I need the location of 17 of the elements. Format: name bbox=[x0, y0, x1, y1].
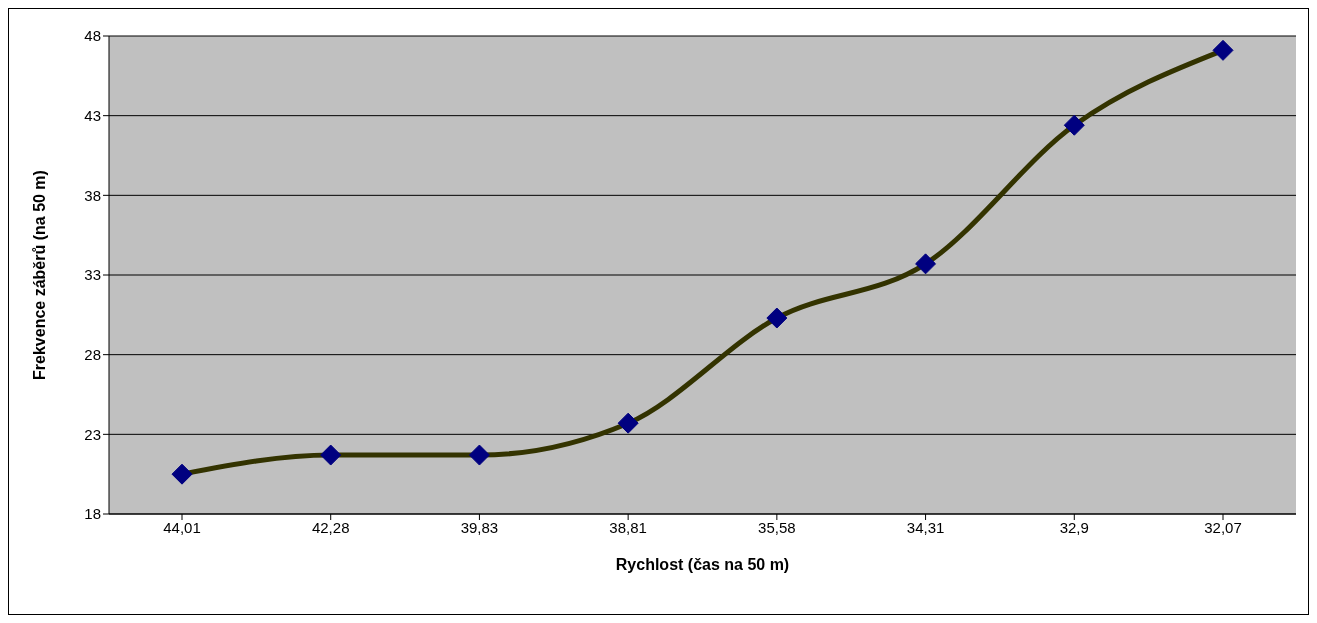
y-axis-title: Frekvence záběrů (na 50 m) bbox=[30, 170, 48, 380]
y-tick-label: 43 bbox=[84, 106, 101, 124]
y-tick-label: 48 bbox=[84, 27, 101, 45]
x-tick-label: 34,31 bbox=[906, 518, 945, 536]
x-tick-label: 39,83 bbox=[460, 518, 499, 536]
y-tick-label: 33 bbox=[84, 266, 101, 284]
y-tick-label: 23 bbox=[84, 425, 101, 443]
x-tick-label: 44,01 bbox=[163, 518, 201, 536]
y-tick-label: 28 bbox=[84, 345, 101, 363]
x-tick-label: 35,58 bbox=[758, 518, 796, 536]
x-tick-label: 32,07 bbox=[1204, 518, 1242, 536]
x-tick-label: 42,28 bbox=[311, 518, 350, 536]
y-tick-label: 38 bbox=[84, 186, 101, 204]
x-tick-label: 32,9 bbox=[1059, 518, 1089, 536]
y-tick-label: 18 bbox=[84, 505, 101, 523]
x-tick-label: 38,81 bbox=[609, 518, 647, 536]
x-axis-title: Rychlost (čas na 50 m) bbox=[615, 556, 790, 573]
